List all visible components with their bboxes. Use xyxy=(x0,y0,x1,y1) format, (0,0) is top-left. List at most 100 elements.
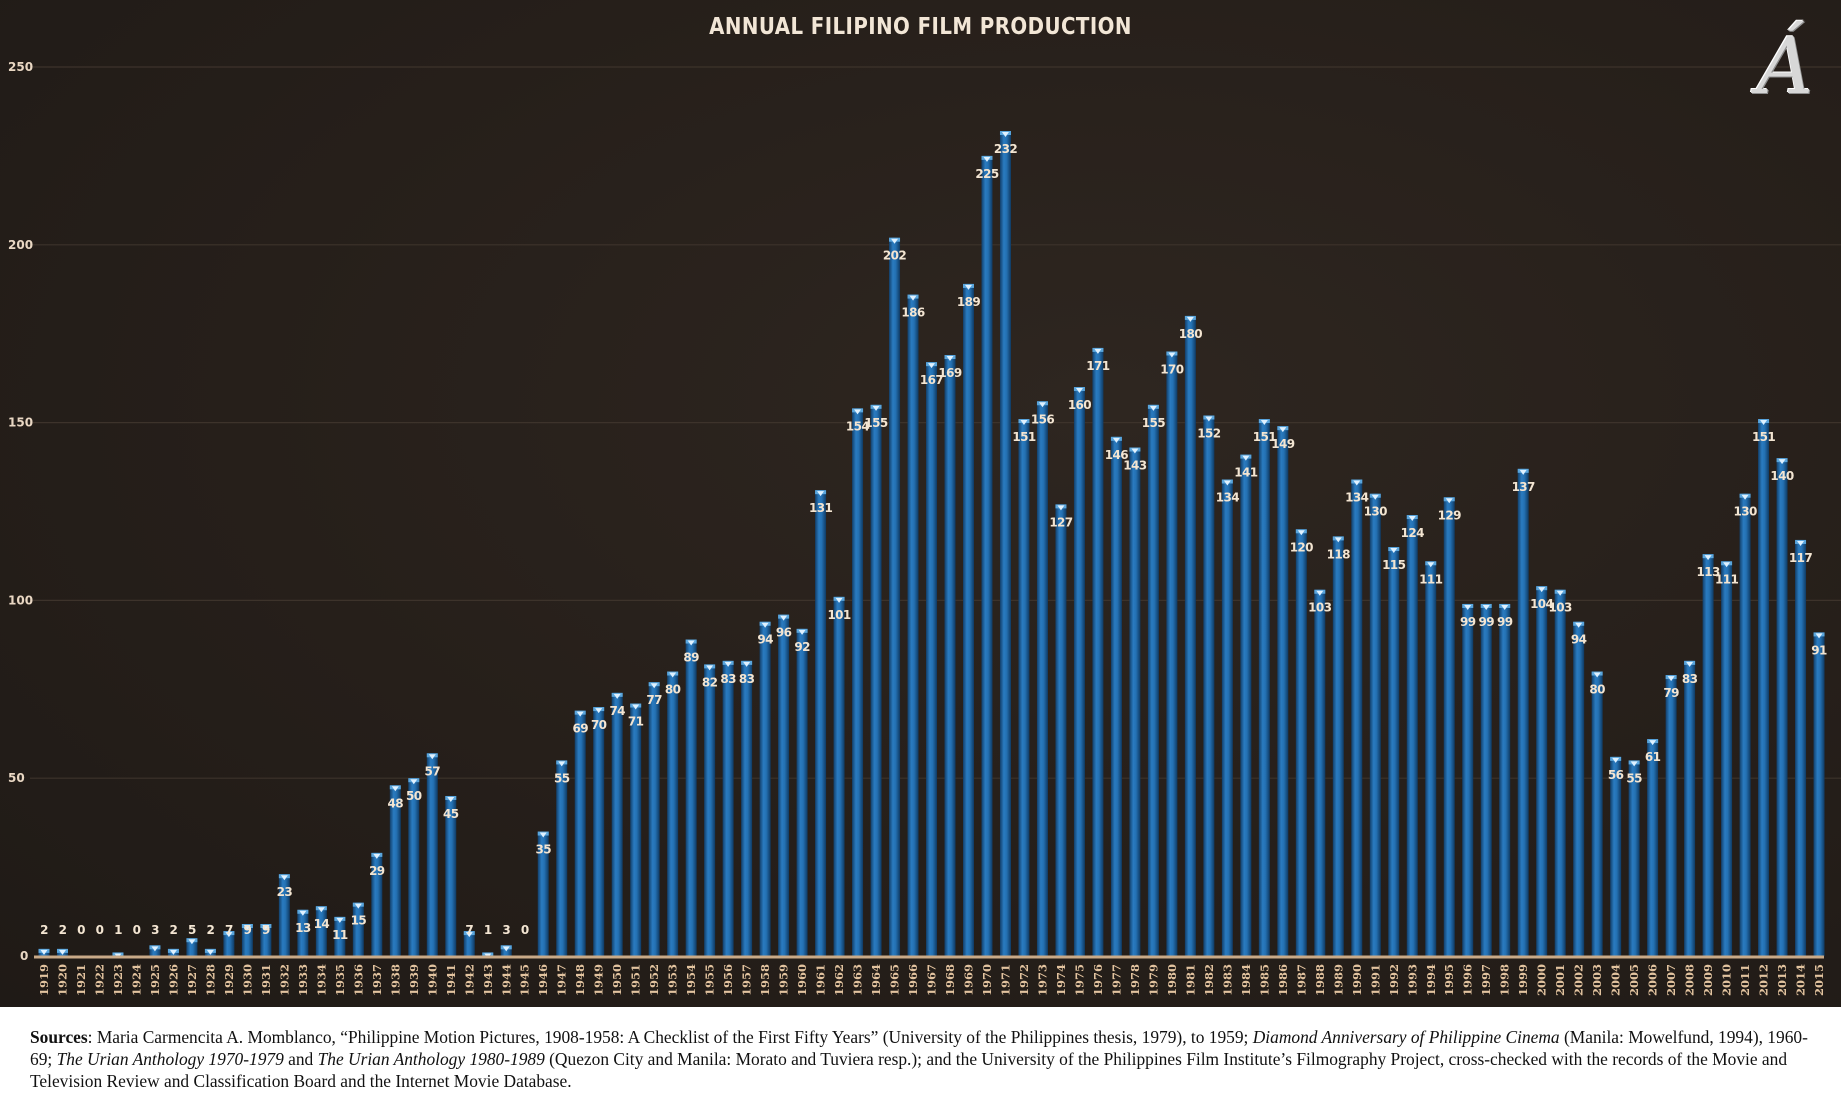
bar xyxy=(260,923,272,956)
bar-1995 xyxy=(1443,497,1455,956)
sources-title-1: Diamond Anniversary of Philippine Cinema xyxy=(1252,1027,1560,1047)
bar-marker xyxy=(1316,590,1324,596)
data-label: 15 xyxy=(351,914,367,928)
data-label: 143 xyxy=(1123,458,1146,472)
bar xyxy=(1573,621,1585,956)
data-label: 91 xyxy=(1811,643,1827,657)
bar xyxy=(463,931,475,956)
bar xyxy=(297,909,309,956)
data-label: 115 xyxy=(1382,558,1405,572)
bar-2005 xyxy=(1628,760,1640,956)
data-label: 83 xyxy=(720,672,736,686)
bar xyxy=(408,778,420,956)
x-tick-label: 1939 xyxy=(407,964,421,996)
x-tick-label: 1983 xyxy=(1220,964,1234,996)
bar-marker xyxy=(354,903,362,909)
x-tick-label: 2011 xyxy=(1738,964,1752,996)
data-label: 3 xyxy=(502,923,510,937)
bar-1919 xyxy=(38,948,50,956)
data-label: 180 xyxy=(1179,327,1202,341)
bar xyxy=(1739,493,1751,956)
x-tick-label: 1982 xyxy=(1202,964,1216,996)
data-label: 0 xyxy=(77,923,85,937)
x-tick-label: 2001 xyxy=(1553,964,1567,996)
bar xyxy=(1406,515,1418,956)
data-label: 149 xyxy=(1271,437,1294,451)
bar-1968 xyxy=(944,355,956,956)
bar-marker xyxy=(1094,348,1102,354)
bar xyxy=(999,131,1011,956)
bar-1975 xyxy=(1073,387,1085,956)
bar-marker xyxy=(743,661,751,667)
bar-marker xyxy=(1205,416,1213,422)
bar xyxy=(1813,632,1825,956)
bar-1981 xyxy=(1184,315,1196,956)
x-tick-label: 1972 xyxy=(1017,964,1031,996)
bar-marker xyxy=(1464,604,1472,610)
x-tick-label: 1966 xyxy=(906,964,920,996)
x-tick-label: 1935 xyxy=(333,964,347,996)
x-tick-label: 1989 xyxy=(1331,964,1345,996)
x-tick-label: 1968 xyxy=(943,964,957,996)
data-label: 140 xyxy=(1770,469,1793,483)
bar-marker xyxy=(1390,548,1398,554)
x-tick-label: 1931 xyxy=(259,964,273,996)
data-label: 111 xyxy=(1715,572,1738,586)
data-label: 156 xyxy=(1031,412,1054,426)
bar xyxy=(1721,561,1733,956)
x-tick-label: 1952 xyxy=(647,964,661,996)
data-label: 96 xyxy=(776,626,792,640)
x-tick-label: 2013 xyxy=(1775,964,1789,996)
sources-lead: Sources xyxy=(30,1027,88,1047)
bar-1997 xyxy=(1480,603,1492,956)
bar xyxy=(1591,671,1603,956)
bar-marker xyxy=(206,949,214,955)
bar-marker xyxy=(225,932,233,938)
x-tick-label: 1981 xyxy=(1183,964,1197,996)
bar-1956 xyxy=(722,660,734,956)
bar-marker xyxy=(280,875,288,881)
data-label: 189 xyxy=(957,295,980,309)
bar-1952 xyxy=(648,682,660,956)
bar-1976 xyxy=(1092,347,1104,956)
bar-1950 xyxy=(611,692,623,956)
bar xyxy=(630,703,642,956)
bar-marker xyxy=(928,363,936,369)
x-tick-label: 1955 xyxy=(703,964,717,996)
bar-marker xyxy=(1556,590,1564,596)
bar-marker xyxy=(1723,562,1731,568)
bar-marker xyxy=(539,832,547,838)
bar xyxy=(315,906,327,956)
y-tick-label: 0 xyxy=(20,949,28,963)
data-label: 94 xyxy=(1571,633,1587,647)
bar xyxy=(704,664,716,956)
data-label: 111 xyxy=(1419,572,1442,586)
x-tick-label: 1932 xyxy=(277,964,291,996)
bar-marker xyxy=(1797,540,1805,546)
data-label: 130 xyxy=(1733,505,1756,519)
x-tick-label: 1969 xyxy=(962,964,976,996)
x-tick-label: 1940 xyxy=(425,964,439,996)
data-label: 99 xyxy=(1460,615,1476,629)
x-tick-label: 1943 xyxy=(481,964,495,996)
bar-marker xyxy=(761,622,769,628)
data-label: 77 xyxy=(646,693,662,707)
bar-1994 xyxy=(1425,561,1437,956)
sources-text-1: : Maria Carmencita A. Momblanco, “Philip… xyxy=(87,1027,1253,1047)
data-label: 56 xyxy=(1608,768,1624,782)
bar-2001 xyxy=(1554,589,1566,956)
data-label: 103 xyxy=(1549,601,1572,615)
bar-1970 xyxy=(981,155,993,956)
data-label: 151 xyxy=(1752,430,1775,444)
bar-marker xyxy=(780,615,788,621)
data-label: 101 xyxy=(827,608,850,622)
data-label: 55 xyxy=(1626,771,1642,785)
x-tick-label: 2009 xyxy=(1701,964,1715,996)
bar-1955 xyxy=(704,664,716,956)
data-label: 151 xyxy=(1253,430,1276,444)
x-tick-label: 1979 xyxy=(1146,964,1160,996)
data-label: 11 xyxy=(332,928,348,942)
bar xyxy=(1425,561,1437,956)
bar-marker xyxy=(1778,459,1786,465)
data-label: 137 xyxy=(1512,480,1535,494)
